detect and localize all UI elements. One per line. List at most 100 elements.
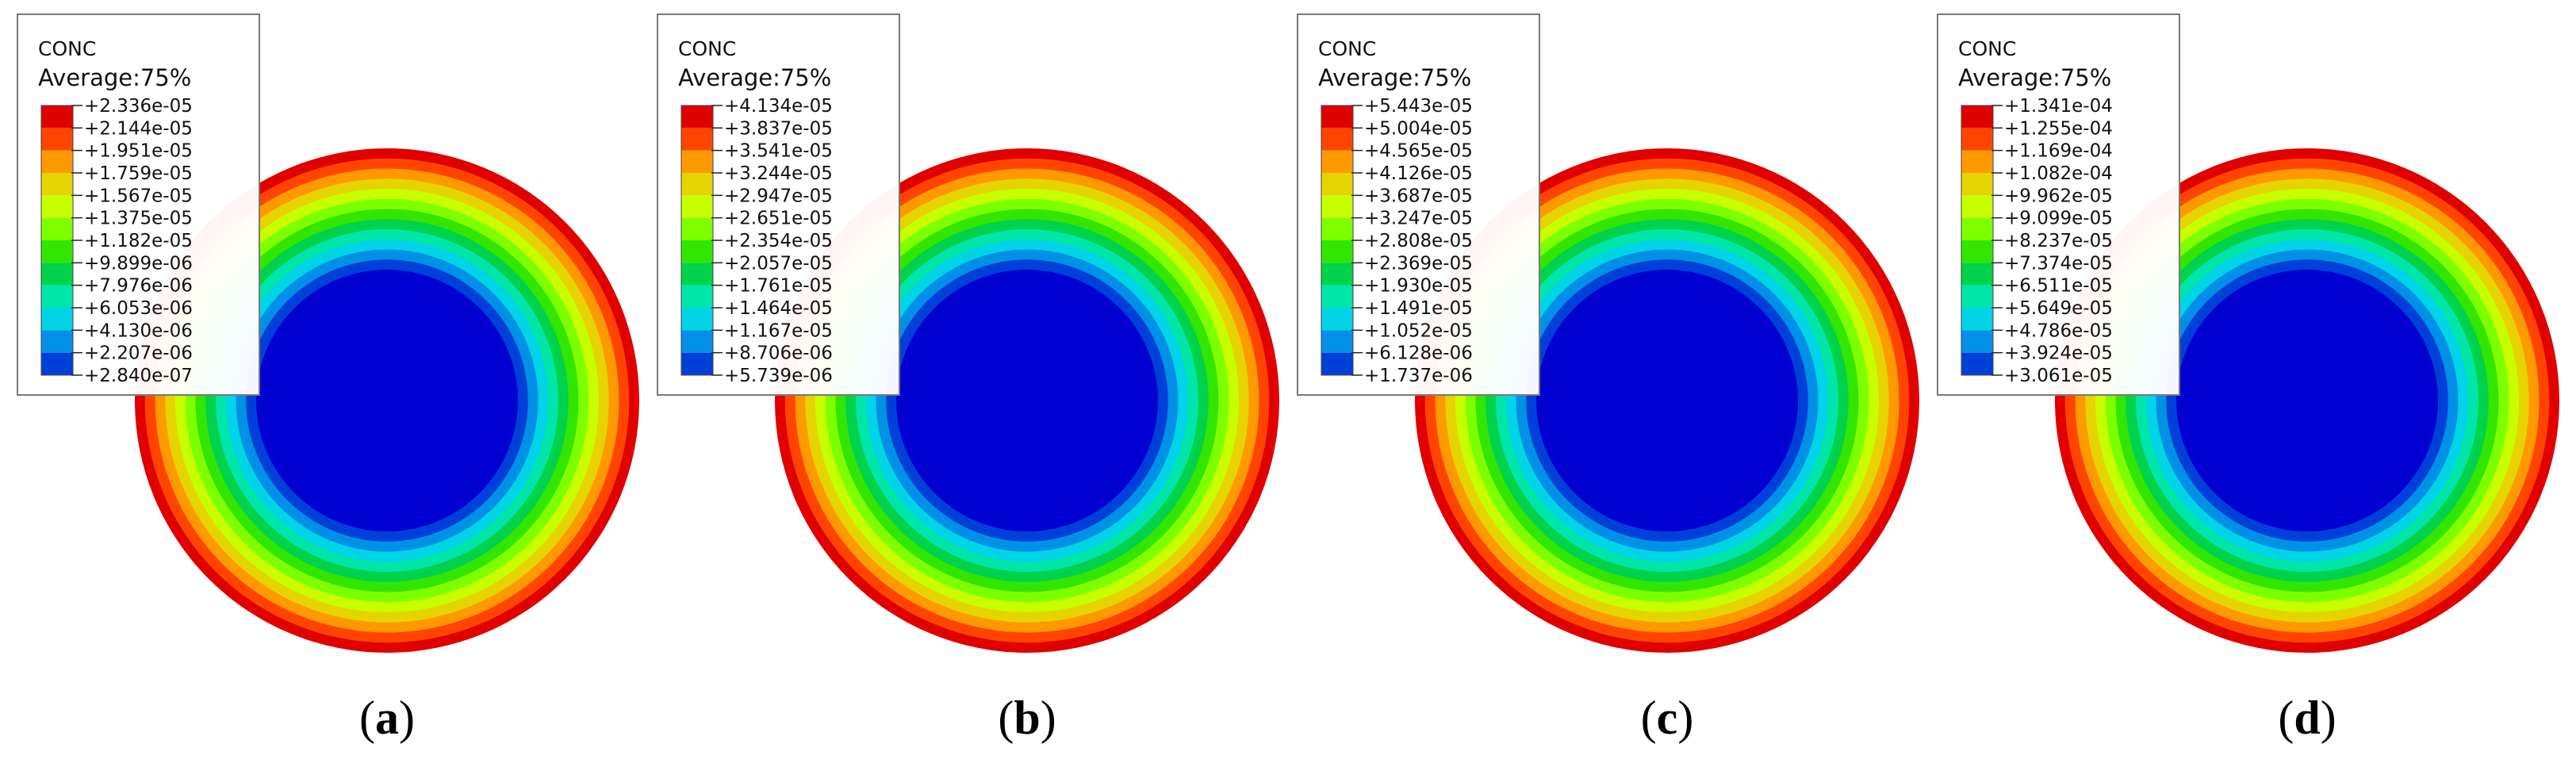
legend-swatch [41,217,73,240]
legend-tick-label: +7.976e-06 [84,276,193,297]
legend-tick-label: +3.837e-05 [724,118,833,139]
legend-title: CONC [678,37,736,60]
legend-tick-label: +7.374e-05 [2004,253,2113,274]
legend-tick-label: +3.061e-05 [2004,366,2113,386]
contour-core [896,270,1158,531]
legend-swatch [1321,128,1353,151]
legend-swatch [1321,150,1353,173]
legend-swatch [41,240,73,263]
legend-tick-label: +2.057e-05 [724,253,833,274]
legend-tick-label: +6.511e-05 [2004,276,2113,297]
legend-tick-label: +5.739e-06 [724,366,833,386]
legend-tick-label: +1.169e-04 [2004,141,2113,162]
panel-d: CONC Average:75% +1.341e-04+1.255e-04+1.16… [1937,13,2559,744]
legend-swatch [681,128,713,151]
legend-tick-label: +3.244e-05 [724,163,833,184]
legend-tick-label: +2.808e-05 [1364,231,1473,251]
panel-caption: (b) [998,692,1056,744]
legend-tick-label: +1.491e-05 [1364,298,1473,319]
legend: CONC Average:75% +5.443e-05+5.004e-05+4.56… [1297,13,1540,396]
legend-swatch [681,285,713,308]
legend: CONC Average:75% +4.134e-05+3.837e-05+3.54… [657,13,900,396]
legend-swatch [41,195,73,218]
legend-tick-label: +2.207e-06 [84,343,193,364]
legend-tick-label: +9.962e-05 [2004,186,2113,206]
legend-tick-label: +6.128e-06 [1364,343,1473,364]
legend-swatch [1321,308,1353,331]
legend-swatch [41,263,73,286]
legend-swatch [681,352,713,375]
contour-plot [2055,148,2559,653]
legend-tick-label: +1.255e-04 [2004,118,2113,139]
legend-tick-label: +1.951e-05 [84,141,193,162]
legend-swatch [1321,195,1353,218]
contour-plot [1415,148,1919,653]
contour-core [2176,270,2438,531]
legend-swatch [681,150,713,173]
panel-b: CONC Average:75% +4.134e-05+3.837e-05+3.54… [657,13,1279,744]
legend-swatch [1321,240,1353,263]
legend-swatch [1321,352,1353,375]
legend-swatch [41,352,73,375]
legend-swatch [681,195,713,218]
legend-swatch [1321,263,1353,286]
legend-subtitle: Average:75% [38,64,191,91]
legend-tick-label: +4.126e-05 [1364,163,1473,184]
legend: CONC Average:75% +1.341e-04+1.255e-04+1.16… [1937,13,2180,396]
legend-swatch [681,217,713,240]
contour-plot [135,148,639,653]
legend-swatch [681,308,713,331]
legend-tick-label: +4.130e-06 [84,320,193,341]
legend-tick-label: +2.144e-05 [84,118,193,139]
legend-tick-label: +2.947e-05 [724,186,833,206]
legend-tick-label: +1.759e-05 [84,163,193,184]
legend-tick-label: +2.354e-05 [724,231,833,251]
legend-swatch [1321,217,1353,240]
legend-tick-label: +3.687e-05 [1364,186,1473,206]
legend-swatch [41,285,73,308]
panel-c: CONC Average:75% +5.443e-05+5.004e-05+4.56… [1297,13,1919,744]
contour-plot [775,148,1279,653]
legend-tick-label: +1.182e-05 [84,231,193,251]
legend-tick-label: +3.541e-05 [724,141,833,162]
legend-swatch [1961,217,1993,240]
legend-tick-label: +4.565e-05 [1364,141,1473,162]
legend-title: CONC [1318,37,1376,60]
legend-swatch [41,308,73,331]
contour-core [1536,270,1798,531]
legend-swatch [1321,285,1353,308]
legend-tick-label: +3.924e-05 [2004,343,2113,364]
legend-swatch [41,105,73,128]
legend-swatch [1961,128,1993,151]
legend-swatch [41,150,73,173]
legend-swatch [41,173,73,196]
legend-tick-label: +2.336e-05 [84,96,193,117]
legend-tick-label: +1.930e-05 [1364,276,1473,297]
legend-subtitle: Average:75% [678,64,831,91]
legend-swatch [681,330,713,353]
legend-tick-label: +9.099e-05 [2004,209,2113,229]
legend: CONC Average:75% +2.336e-05+2.144e-05+1.95… [17,13,260,396]
legend-swatch [41,330,73,353]
legend-tick-label: +1.567e-05 [84,186,193,206]
legend-tick-label: +1.737e-06 [1364,366,1473,386]
legend-tick-label: +3.247e-05 [1364,209,1473,229]
legend-subtitle: Average:75% [1318,64,1471,91]
legend-tick-label: +1.082e-04 [2004,163,2113,184]
legend-tick-label: +5.443e-05 [1364,96,1473,117]
legend-tick-label: +1.761e-05 [724,276,833,297]
legend-tick-label: +6.053e-06 [84,298,193,319]
legend-swatch [1961,150,1993,173]
legend-swatch [1961,263,1993,286]
legend-tick-label: +2.840e-07 [84,366,193,386]
legend-tick-label: +1.341e-04 [2004,96,2113,117]
legend-swatch [1961,330,1993,353]
legend-swatch [1961,308,1993,331]
legend-tick-label: +2.369e-05 [1364,253,1473,274]
legend-tick-label: +4.134e-05 [724,96,833,117]
legend-tick-label: +1.167e-05 [724,320,833,341]
contour-core [256,270,518,531]
legend-tick-label: +1.052e-05 [1364,320,1473,341]
panel-a: CONC Average:75% +2.336e-05+2.144e-05+1.95… [17,13,639,744]
